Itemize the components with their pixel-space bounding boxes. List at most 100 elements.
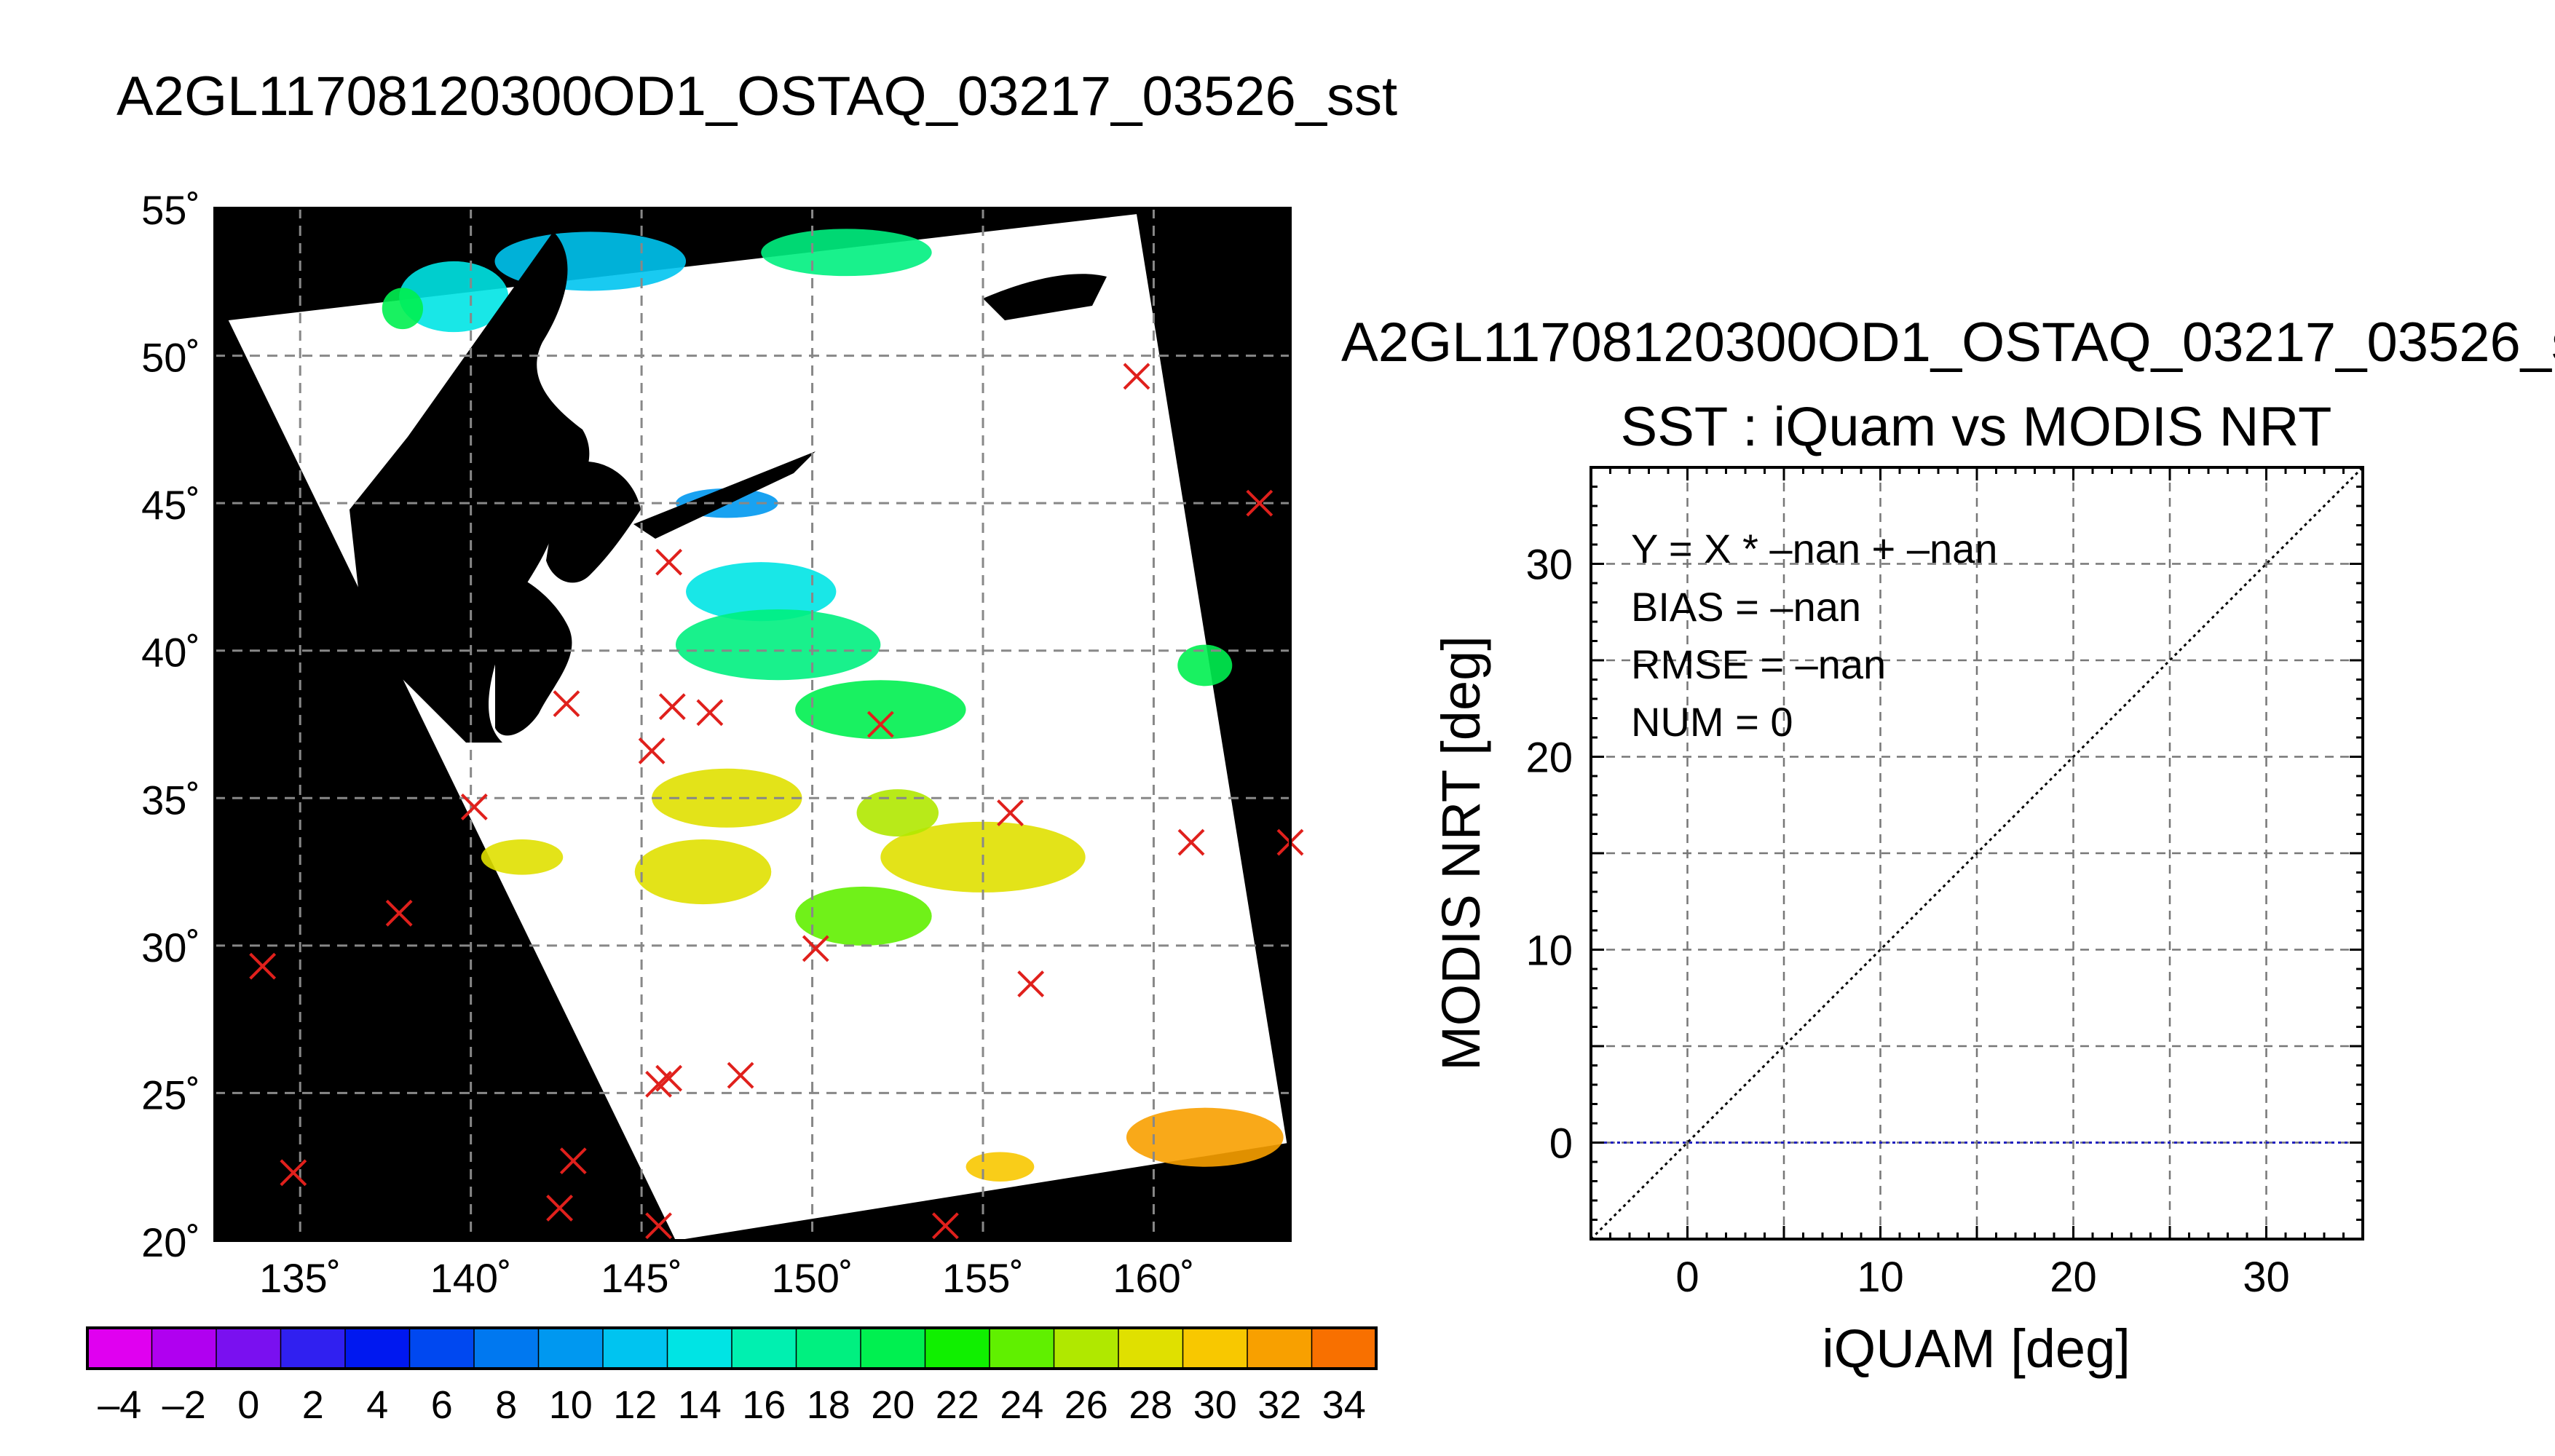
annotation-num: NUM = 0 [1631,699,1793,745]
colorbar-tick-label: 22 [936,1383,979,1427]
scatter-lines [1590,466,2364,1241]
colorbar-tick-label: 14 [678,1383,722,1427]
sst-patch [795,680,966,740]
colorbar-cell [151,1328,217,1369]
map-lat-tick: 35˚ [141,777,200,823]
annotation-bias: BIAS = –nan [1631,584,1861,630]
marker-x [553,690,580,718]
colorbar-cell [474,1328,539,1369]
sst-patch [399,261,509,333]
marker-x [1017,970,1045,997]
scatter-title: SST : iQuam vs MODIS NRT [1621,396,2332,458]
marker-x [696,699,724,727]
marker-x [460,794,488,820]
marker-x [1123,363,1150,390]
map-lon-tick: 140˚ [430,1255,512,1301]
marker-x [645,1212,672,1240]
marker-x [802,935,829,962]
colorbar-cell [280,1328,346,1369]
colorbar-cell [667,1328,732,1369]
marker-x [385,899,413,927]
map-lon-tick: 135˚ [259,1255,341,1301]
colorbar-cell [925,1328,990,1369]
scatter-panel: 0 10 20 30 0 10 20 30 Y = X * –nan + –nan BIAS … [1431,466,2364,1379]
colorbar-cell [796,1328,861,1369]
sst-patch [481,839,564,875]
sst-patch [1126,1107,1284,1167]
colorbar-cell [1311,1328,1377,1369]
scatter-xlabel: iQUAM [deg] [1822,1318,2131,1379]
colorbar-tick-label: 34 [1322,1383,1366,1427]
marker-x [249,952,277,980]
scatter-y-tick-label: 30 [1525,542,1573,589]
marker-x [638,737,666,764]
map-lon-tick: 155˚ [942,1255,1024,1301]
scatter-x-tick-label: 0 [1675,1254,1699,1301]
colorbar-cell [990,1328,1054,1369]
scatter-x-tick-label: 10 [1857,1254,1904,1301]
colorbar-cell [861,1328,925,1369]
marker-x [932,1212,959,1240]
marker-x [727,1061,754,1089]
colorbar-tick-label: 12 [613,1383,657,1427]
scatter-x-tick-label: 20 [2050,1254,2097,1301]
sst-patch [634,839,772,905]
colorbar-cell [1182,1328,1248,1369]
scatter-y-tick-label: 10 [1525,927,1573,975]
sst-patch [795,886,932,946]
scatter-header: A2GL11708120300OD1_OSTAQ_03217_03526_s [1341,312,2555,373]
colorbar-tick-label: 6 [431,1383,453,1427]
sst-patch [856,789,939,836]
colorbar-tick-label: 32 [1257,1383,1301,1427]
colorbar-tick-label: 4 [366,1383,388,1427]
colorbar-tick-label: –2 [162,1383,206,1427]
map-lat-tick: 30˚ [141,925,200,970]
marker-x [559,1147,587,1175]
colorbar-cell [1247,1328,1312,1369]
map-title: A2GL11708120300OD1_OSTAQ_03217_03526_sst [117,66,1397,127]
annotation-rmse: RMSE = –nan [1631,641,1886,687]
scatter-grid [1591,467,2363,1239]
colorbar-cell [1118,1328,1183,1369]
map-lat-tick: 45˚ [141,482,200,528]
sst-patch [675,609,881,681]
colorbar-tick-label: 2 [302,1383,324,1427]
colorbar-tick-label: 30 [1193,1383,1237,1427]
stats-annotations: Y = X * –nan + –nan BIAS = –nan RMSE = –… [1631,526,1997,745]
marker-x [658,693,686,721]
colorbar-tick-label: –4 [98,1383,141,1427]
marker-x [866,711,894,738]
colorbar-labels: –4 –2 0 2 4 6 8 10 12 14 16 18 20 22 24 26 28 30 32 34 [98,1383,1366,1427]
colorbar: –4 –2 0 2 4 6 8 10 12 14 16 18 20 22 24 26 28 30 32 34 [86,1326,1378,1427]
colorbar-cells [87,1328,1377,1369]
colorbar-cell [603,1328,668,1369]
map-lat-tick: 50˚ [141,335,200,381]
marker-x [280,1159,307,1187]
sst-patch [761,229,932,277]
colorbar-tick-label: 10 [549,1383,593,1427]
colorbar-tick-label: 18 [807,1383,850,1427]
map-lat-tick: 25˚ [141,1072,200,1117]
sst-patch [382,288,424,330]
marker-x [1177,828,1205,856]
marker-x [655,548,683,576]
marker-x [546,1195,573,1222]
marker-x [655,1064,683,1092]
colorbar-tick-label: 16 [742,1383,786,1427]
map-frame [213,207,1292,1242]
colorbar-tick-label: 20 [871,1383,915,1427]
colorbar-cell [732,1328,797,1369]
colorbar-cell [216,1328,281,1369]
colorbar-cell [87,1328,152,1369]
scatter-ylabel: MODIS NRT [deg] [1431,636,1491,1071]
map-panel: 20˚ 25˚ 30˚ 35˚ 40˚ 45˚ 50˚ 55˚ 135˚ 140˚ 145˚ 150˚… [141,187,1304,1301]
map-lon-tick: 145˚ [601,1255,682,1301]
map-lat-tick: 55˚ [141,187,200,233]
scatter-ticks: 0 10 20 30 0 10 20 30 [1525,466,2364,1301]
sst-patch [965,1152,1035,1182]
colorbar-cell [409,1328,475,1369]
scatter-y-tick-label: 0 [1549,1120,1573,1168]
map-lat-tick: 20˚ [141,1219,200,1265]
colorbar-frame [86,1326,1378,1370]
